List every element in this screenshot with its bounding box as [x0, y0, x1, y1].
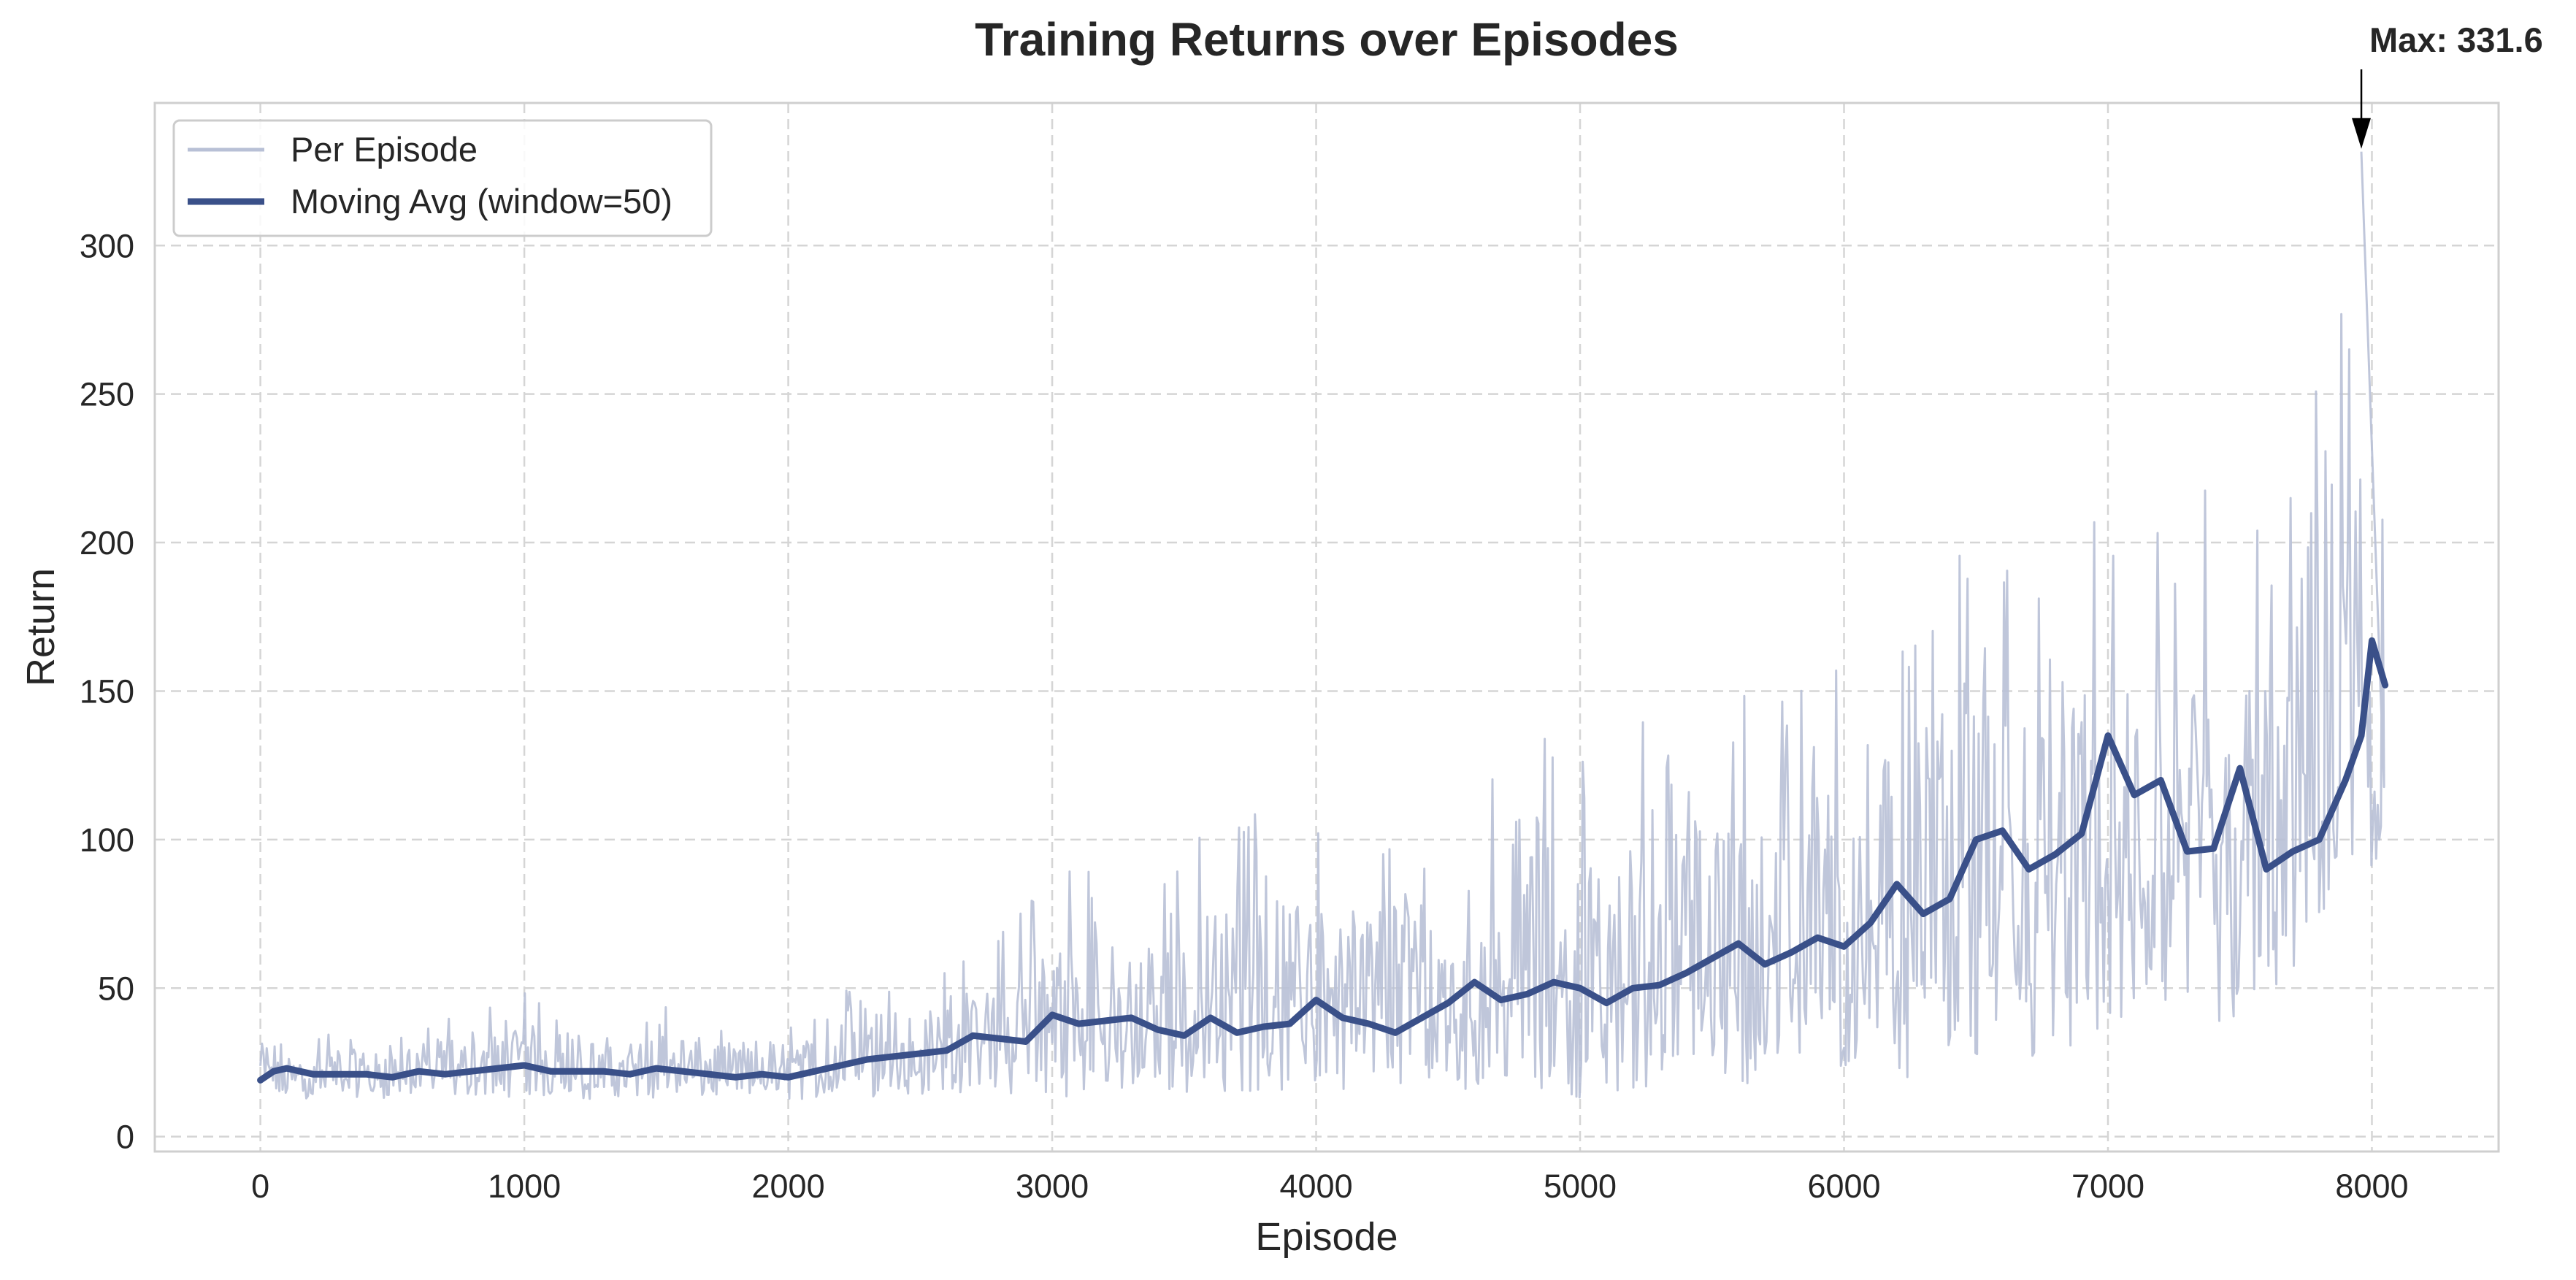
moving-average-series — [257, 637, 2389, 1084]
legend-label-per-episode: Per Episode — [291, 130, 478, 169]
y-tick-label: 150 — [80, 672, 134, 710]
legend: Per Episode Moving Avg (window=50) — [172, 119, 713, 237]
x-tick-label: 5000 — [1544, 1168, 1617, 1205]
x-tick-label: 3000 — [1016, 1168, 1089, 1205]
x-axis-ticks: 0 1000 2000 3000 4000 5000 6000 7000 8000 — [251, 1168, 2408, 1205]
y-tick-label: 0 — [116, 1119, 134, 1156]
x-tick-label: 6000 — [1807, 1168, 1880, 1205]
x-tick-label: 2000 — [752, 1168, 825, 1205]
max-annotation-label: Max: 331.6 — [2369, 20, 2543, 59]
per-episode-series — [259, 151, 2385, 1100]
moving-average-line — [257, 637, 2389, 1084]
y-tick-label: 200 — [80, 524, 134, 562]
legend-box — [172, 119, 713, 237]
y-tick-label: 300 — [80, 227, 134, 264]
x-axis-label: Episode — [1255, 1215, 1398, 1259]
plot-frame — [153, 101, 2500, 1153]
y-tick-label: 50 — [98, 970, 134, 1007]
max-annotation-arrowhead — [2352, 118, 2372, 149]
x-tick-label: 7000 — [2071, 1168, 2144, 1205]
y-axis-ticks: 0 50 100 150 200 250 300 — [80, 227, 134, 1155]
per-episode-line — [259, 151, 2385, 1100]
y-tick-label: 100 — [80, 821, 134, 859]
x-tick-label: 4000 — [1279, 1168, 1352, 1205]
y-tick-label: 250 — [80, 376, 134, 413]
chart-title: Training Returns over Episodes — [975, 13, 1679, 66]
x-tick-label: 8000 — [2335, 1168, 2408, 1205]
y-axis-label: Return — [19, 568, 63, 686]
grid — [155, 103, 2499, 1151]
legend-label-moving-average: Moving Avg (window=50) — [291, 182, 672, 221]
max-annotation: Max: 331.6 — [2352, 20, 2543, 149]
x-tick-label: 0 — [251, 1168, 269, 1205]
x-tick-label: 1000 — [488, 1168, 561, 1205]
